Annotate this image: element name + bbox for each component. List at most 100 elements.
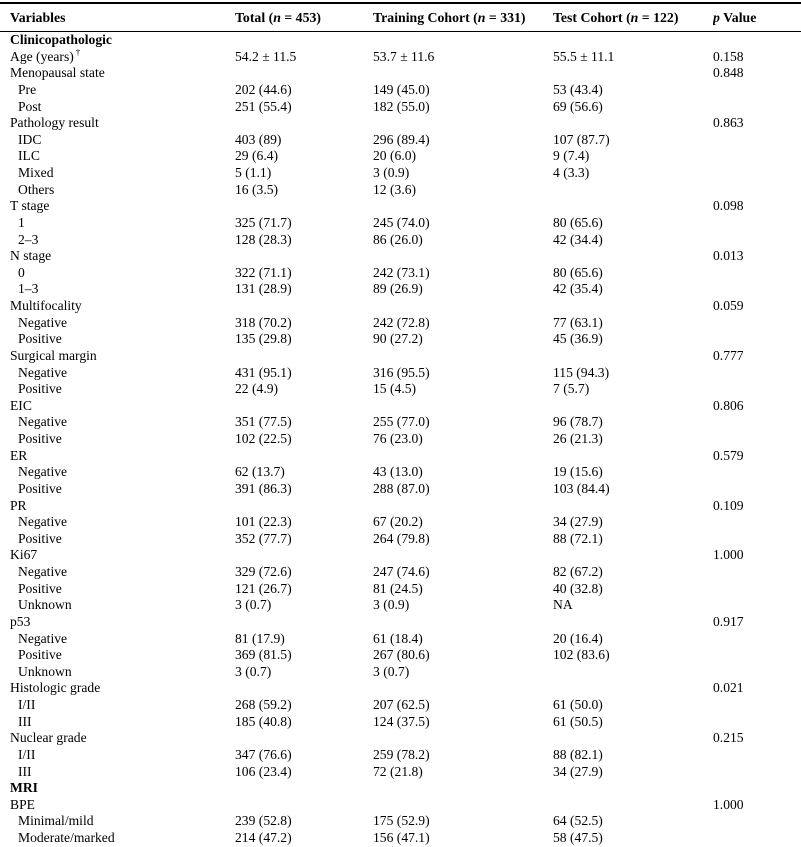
training-cell: 207 (62.5) [373, 697, 430, 712]
table-row: Positive 121 (26.7) 81 (24.5) 40 (32.8) [0, 581, 801, 598]
variable-label: PR [10, 497, 27, 513]
table-row: Age (years) † 54.2 ± 11.5 53.7 ± 11.6 55.… [0, 49, 801, 66]
training-cell: 242 (72.8) [373, 314, 430, 330]
variable-label: Clinicopathologic [10, 32, 112, 47]
p-value-cell [713, 481, 801, 498]
variable-label: Others [18, 181, 55, 197]
training-cell: 3 (0.9) [373, 597, 410, 613]
variable-label: Negative [18, 564, 68, 579]
test-cell: 40 (32.8) [553, 580, 603, 596]
training-cell: 43 (13.0) [373, 464, 423, 480]
variable-label: Positive [18, 381, 62, 397]
p-value-cell [713, 32, 801, 49]
p-value-cell [713, 331, 801, 348]
total-cell: 239 (52.8) [235, 813, 292, 829]
test-cell: 34 (27.9) [553, 514, 603, 530]
variable-label: Surgical margin [10, 347, 97, 363]
variable-cell: 2–3 [0, 232, 235, 249]
variable-cell: Minimal/mild [0, 813, 235, 830]
variable-cell: Negative [0, 514, 235, 531]
p-value-cell [713, 315, 801, 332]
total-cell: 431 (95.1) [235, 364, 292, 380]
total-cell [235, 398, 373, 415]
total-cell: 135 (29.8) [235, 331, 292, 347]
test-cell: 58 (47.5) [553, 830, 603, 845]
variable-cell: Positive [0, 331, 235, 348]
variable-cell: Moderate/marked [0, 830, 235, 847]
table-row: Others 16 (3.5) 12 (3.6) [0, 182, 801, 199]
total-cell [235, 797, 373, 814]
total-cell: 22 (4.9) [235, 381, 279, 397]
col-header-total: Total (n = 453) [235, 3, 373, 32]
test-cell [553, 348, 713, 365]
table-row: MRI [0, 780, 801, 797]
total-cell: 325 (71.7) [235, 214, 292, 230]
p-value-cell: 0.777 [713, 347, 744, 363]
test-cell: 9 (7.4) [553, 148, 590, 164]
variable-label: EIC [10, 397, 32, 413]
p-value-cell [713, 464, 801, 481]
p-value-cell [713, 132, 801, 149]
test-cell: 4 (3.3) [553, 165, 590, 180]
variable-cell: Others [0, 182, 235, 199]
p-value-cell [713, 215, 801, 232]
variable-label: Negative [18, 414, 68, 430]
test-cell: 61 (50.5) [553, 713, 603, 729]
total-cell: 352 (77.7) [235, 530, 292, 546]
col-header-variables: Variables [0, 3, 235, 32]
p-value-cell: 1.000 [713, 547, 744, 563]
table-row: PR 0.109 [0, 498, 801, 515]
variable-label: Positive [18, 431, 62, 446]
variable-label: I/II [18, 746, 36, 762]
header-row: Variables Total (n = 453) Training Cohor… [0, 3, 801, 32]
variable-label: ER [10, 447, 28, 463]
table-row: Negative 431 (95.1) 316 (95.5) 115 (94.3… [0, 365, 801, 382]
training-cell: 245 (74.0) [373, 214, 430, 230]
training-cell: 67 (20.2) [373, 514, 423, 530]
training-cell: 20 (6.0) [373, 148, 417, 164]
table-row: III 185 (40.8) 124 (37.5) 61 (50.5) [0, 714, 801, 731]
p-value-cell [713, 647, 801, 664]
total-cell [235, 547, 373, 564]
training-cell: 81 (24.5) [373, 580, 423, 596]
total-cell [235, 780, 373, 797]
table-row: I/II 268 (59.2) 207 (62.5) 61 (50.0) [0, 697, 801, 714]
variable-cell: Clinicopathologic [0, 32, 235, 49]
variable-label: Positive [18, 647, 62, 663]
variable-label: Moderate/marked [18, 830, 115, 845]
total-cell: 318 (70.2) [235, 314, 292, 330]
total-cell: 5 (1.1) [235, 165, 272, 180]
training-cell [373, 348, 553, 365]
table-row: Unknown 3 (0.7) 3 (0.7) [0, 664, 801, 681]
training-cell [373, 797, 553, 814]
training-cell [373, 32, 553, 49]
test-cell [553, 398, 713, 415]
total-cell [235, 198, 373, 215]
table-row: p53 0.917 [0, 614, 801, 631]
training-cell [373, 730, 553, 747]
table-row: Multifocality 0.059 [0, 298, 801, 315]
training-cell: 242 (73.1) [373, 264, 430, 280]
variable-label: BPE [10, 796, 35, 812]
training-cell: 267 (80.6) [373, 647, 430, 663]
total-cell: 347 (76.6) [235, 746, 292, 762]
p-value-cell [713, 813, 801, 830]
variable-cell: Unknown [0, 664, 235, 681]
test-cell: 7 (5.7) [553, 381, 590, 397]
table-row: I/II 347 (76.6) 259 (78.2) 88 (82.1) [0, 747, 801, 764]
training-cell: 156 (47.1) [373, 830, 430, 845]
variable-label: Negative [18, 364, 68, 380]
p-value-cell: 0.863 [713, 115, 744, 131]
variable-label: Positive [18, 480, 62, 496]
variable-cell: PR [0, 498, 235, 515]
table-row: Ki67 1.000 [0, 547, 801, 564]
variable-label: Ki67 [10, 547, 38, 563]
test-cell: 115 (94.3) [553, 364, 610, 380]
variable-cell: p53 [0, 614, 235, 631]
variable-cell: Pathology result [0, 115, 235, 132]
total-cell: 16 (3.5) [235, 181, 279, 197]
test-cell [553, 448, 713, 465]
variable-label: Pathology result [10, 115, 99, 131]
total-cell: 121 (26.7) [235, 580, 292, 596]
p-value-cell [713, 265, 801, 282]
